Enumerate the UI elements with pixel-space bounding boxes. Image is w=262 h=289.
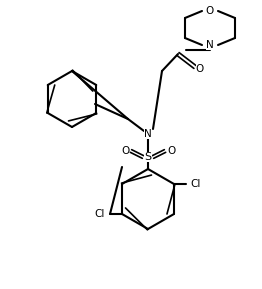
Text: O: O: [206, 6, 214, 16]
Text: S: S: [144, 152, 151, 162]
Text: O: O: [121, 146, 129, 156]
Text: Cl: Cl: [95, 209, 105, 219]
Text: Cl: Cl: [191, 179, 201, 189]
Text: N: N: [206, 40, 214, 50]
Text: O: O: [167, 146, 175, 156]
Text: O: O: [196, 64, 204, 74]
Text: N: N: [144, 129, 152, 139]
